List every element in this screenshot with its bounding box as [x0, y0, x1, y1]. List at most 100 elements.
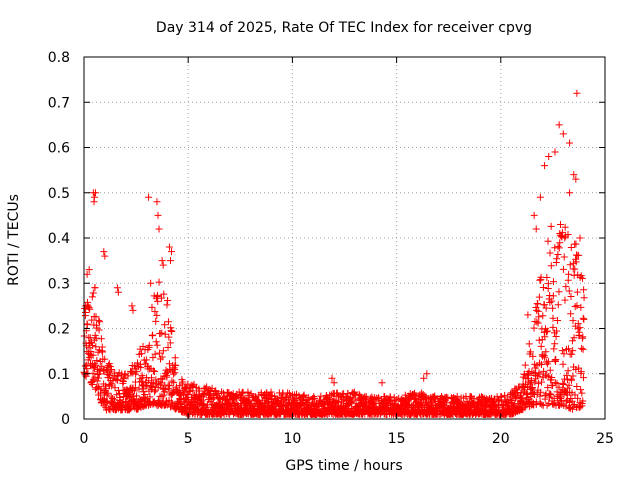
x-tick-label: 5 — [184, 431, 193, 447]
data-point — [284, 389, 292, 397]
data-point — [134, 359, 142, 367]
data-point — [570, 271, 578, 279]
data-point — [540, 301, 548, 309]
data-point — [569, 372, 577, 380]
ticks-layer — [83, 56, 606, 420]
data-point — [166, 339, 174, 347]
data-point — [150, 367, 158, 375]
data-point — [86, 351, 94, 359]
data-point — [567, 292, 575, 300]
data-point — [575, 364, 583, 372]
data-point — [145, 377, 153, 385]
data-point — [181, 385, 189, 393]
data-point — [535, 369, 543, 377]
data-point — [525, 340, 533, 348]
data-point — [551, 148, 559, 156]
data-point — [538, 378, 546, 386]
data-point — [199, 390, 207, 398]
data-point — [92, 343, 100, 351]
data-point — [562, 283, 570, 291]
data-point — [544, 237, 552, 245]
data-point — [172, 362, 180, 370]
data-point — [141, 390, 149, 398]
data-point — [533, 318, 541, 326]
data-point — [120, 374, 128, 382]
data-point — [138, 350, 146, 358]
data-point — [549, 304, 557, 312]
data-point — [94, 370, 102, 378]
x-tick-label: 20 — [492, 431, 510, 447]
data-point — [570, 171, 578, 179]
data-point — [177, 392, 185, 400]
data-point — [117, 402, 125, 410]
labels-layer: 0 5 10 15 20 25 0 0.1 0.2 0.3 0.4 0.5 0.6 0.7 0.8 — [48, 50, 614, 447]
data-point — [91, 361, 99, 369]
data-point — [512, 394, 520, 402]
data-point — [536, 193, 544, 201]
data-point — [536, 276, 544, 284]
data-point — [153, 311, 161, 319]
data-point — [157, 379, 165, 387]
x-tick-label: 0 — [80, 431, 89, 447]
data-point — [165, 382, 173, 390]
data-point — [555, 383, 563, 391]
data-point — [572, 240, 580, 248]
data-point — [537, 360, 545, 368]
data-point — [147, 279, 155, 287]
data-point — [167, 327, 175, 335]
y-tick-label: 0.7 — [48, 95, 70, 111]
data-point — [101, 252, 109, 260]
data-point — [160, 391, 168, 399]
data-point — [89, 289, 97, 297]
data-point — [102, 398, 110, 406]
data-point — [300, 391, 308, 399]
data-point — [574, 320, 582, 328]
y-tick-label: 0.5 — [48, 186, 70, 202]
data-point — [113, 284, 121, 292]
data-point — [157, 294, 165, 302]
data-point — [95, 326, 103, 334]
data-point — [102, 385, 110, 393]
data-point — [151, 350, 159, 358]
data-point — [547, 262, 555, 270]
data-point — [152, 317, 160, 325]
data-point — [561, 223, 569, 231]
data-point — [549, 314, 557, 322]
data-point — [579, 274, 587, 282]
data-point — [323, 392, 331, 400]
data-point — [562, 397, 570, 405]
data-point — [152, 338, 160, 346]
data-point — [100, 402, 108, 410]
data-point — [554, 317, 562, 325]
data-point — [578, 389, 586, 397]
data-point — [553, 327, 561, 335]
data-point — [412, 391, 420, 399]
data-point — [569, 317, 577, 325]
data-point — [151, 388, 159, 396]
data-point — [158, 353, 166, 361]
data-point — [91, 284, 99, 292]
data-point — [559, 130, 567, 138]
data-point — [247, 390, 255, 398]
data-point — [542, 304, 550, 312]
data-point — [559, 380, 567, 388]
data-point — [267, 388, 275, 396]
data-point — [148, 303, 156, 311]
data-point — [149, 354, 157, 362]
data-point — [95, 317, 103, 325]
data-point — [544, 280, 552, 288]
data-point — [547, 222, 555, 230]
data-point — [569, 347, 577, 355]
data-point — [159, 261, 167, 269]
data-point — [556, 393, 564, 401]
data-point — [163, 401, 171, 409]
data-point — [107, 393, 115, 401]
data-point — [551, 340, 559, 348]
data-point — [579, 314, 587, 322]
data-point — [573, 89, 581, 97]
data-point — [154, 297, 162, 305]
data-point — [552, 333, 560, 341]
data-point — [92, 313, 100, 321]
data-point — [165, 243, 173, 251]
